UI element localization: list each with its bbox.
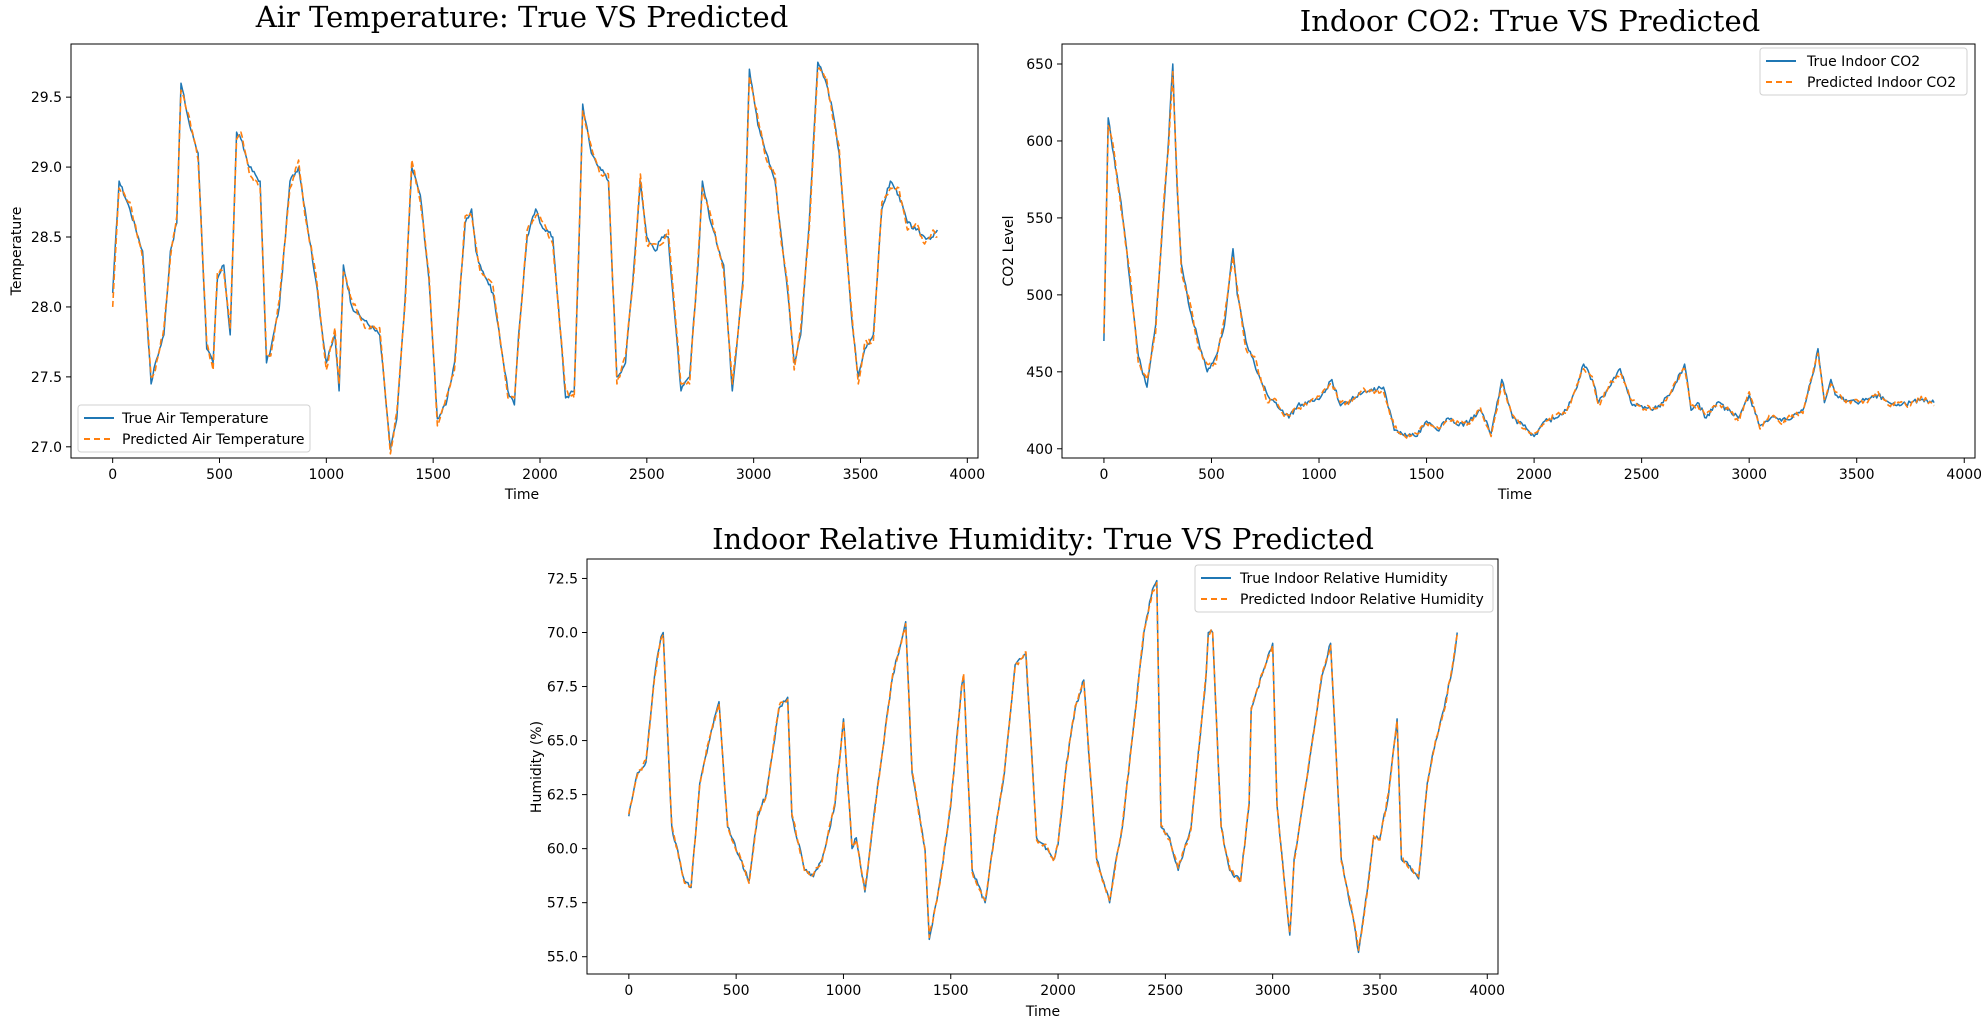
x-tick-label: 1000 [1301,467,1337,483]
x-axis-label: Time [504,487,539,503]
y-axis-label: Temperature [9,207,25,297]
x-tick-label: 2500 [1624,467,1660,483]
chart-air-temperature: Air Temperature: True VS Predicted 0 500 1… [9,0,985,503]
x-tick-label: 1000 [826,983,862,999]
x-axis-ticks: 0 500 1000 1500 2000 2500 3000 3500 4000 [624,974,1505,999]
y-tick-label: 650 [1026,57,1053,73]
series-lines [1103,63,1935,439]
legend: True Indoor CO2 Predicted Indoor CO2 [1759,47,1968,96]
y-tick-label: 29.0 [31,160,62,176]
x-tick-label: 4000 [949,467,985,483]
legend: True Air Temperature Predicted Air Tempe… [77,404,311,453]
x-tick-label: 3000 [1255,983,1291,999]
x-tick-label: 1500 [933,983,969,999]
x-tick-label: 2500 [629,467,665,483]
y-axis-label: CO2 Level [1001,215,1017,286]
series-lines [628,579,1458,954]
y-tick-label: 400 [1026,442,1053,458]
x-tick-label: 0 [108,467,117,483]
x-tick-label: 3500 [1839,467,1875,483]
y-tick-label: 27.0 [31,440,62,456]
series-line-predicted [1103,70,1935,439]
plot-frame [1061,43,1976,459]
y-tick-label: 450 [1026,365,1053,381]
y-tick-label: 28.5 [31,230,62,246]
x-tick-label: 500 [1198,467,1225,483]
y-axis-label: Humidity (%) [529,721,545,813]
chart-title: Air Temperature: True VS Predicted [255,0,789,34]
y-tick-label: 600 [1026,134,1053,150]
x-tick-label: 1500 [415,467,451,483]
series-line-true [628,579,1458,954]
x-tick-label: 3500 [1362,983,1398,999]
x-tick-label: 1500 [1409,467,1445,483]
x-axis-label: Time [1025,1004,1060,1019]
y-axis-ticks: 55.0 57.5 60.0 62.5 65.0 67.5 70.0 72.5 [547,571,587,966]
x-axis-ticks: 0 500 1000 1500 2000 2500 3000 3500 4000 [108,458,985,483]
y-tick-label: 67.5 [547,680,578,696]
series-line-true [1103,63,1935,438]
x-tick-label: 0 [624,983,633,999]
x-tick-label: 4000 [1469,983,1505,999]
chart-indoor-co2: Indoor CO2: True VS Predicted 0 500 1000 15… [1001,4,1981,503]
y-tick-label: 70.0 [547,625,578,641]
legend-label-predicted: Predicted Indoor CO2 [1807,75,1956,91]
legend-label-predicted: Predicted Indoor Relative Humidity [1240,592,1484,608]
y-tick-label: 28.0 [31,300,62,316]
y-tick-label: 55.0 [547,950,578,966]
series-line-predicted [111,67,938,455]
x-tick-label: 3000 [736,467,772,483]
y-tick-label: 29.5 [31,90,62,106]
x-tick-label: 2000 [1040,983,1076,999]
y-tick-label: 550 [1026,211,1053,227]
y-tick-label: 500 [1026,288,1053,304]
legend-label-true: True Indoor CO2 [1806,54,1920,70]
chart-title: Indoor CO2: True VS Predicted [1300,4,1760,38]
series-lines [111,61,939,455]
x-tick-label: 4000 [1946,467,1981,483]
y-axis-ticks: 27.0 27.5 28.0 28.5 29.0 29.5 [31,90,71,456]
chart-title: Indoor Relative Humidity: True VS Predic… [712,522,1374,556]
x-tick-label: 3000 [1731,467,1767,483]
x-tick-label: 2500 [1148,983,1184,999]
x-tick-label: 500 [206,467,233,483]
y-tick-label: 60.0 [547,842,578,858]
legend-label-predicted: Predicted Air Temperature [122,432,305,448]
series-line-predicted [628,582,1458,951]
x-tick-label: 500 [723,983,750,999]
x-tick-label: 1000 [309,467,345,483]
x-tick-label: 3500 [843,467,879,483]
legend-label-true: True Air Temperature [121,411,269,427]
legend: True Indoor Relative Humidity Predicted … [1194,564,1494,613]
plot-frame [70,43,979,459]
x-axis-ticks: 0 500 1000 1500 2000 2500 3000 3500 4000 [1099,458,1981,483]
y-tick-label: 57.5 [547,896,578,912]
y-tick-label: 65.0 [547,734,578,750]
x-tick-label: 2000 [1516,467,1552,483]
chart-indoor-relative-humidity: Indoor Relative Humidity: True VS Predic… [529,522,1505,1019]
legend-label-true: True Indoor Relative Humidity [1239,571,1448,587]
x-axis-label: Time [1497,487,1532,503]
y-axis-ticks: 400 450 500 550 600 650 [1026,57,1062,458]
x-tick-label: 2000 [522,467,558,483]
x-tick-label: 0 [1099,467,1108,483]
y-tick-label: 62.5 [547,788,578,804]
y-tick-label: 72.5 [547,571,578,587]
y-tick-label: 27.5 [31,370,62,386]
plot-frame [586,558,1499,975]
